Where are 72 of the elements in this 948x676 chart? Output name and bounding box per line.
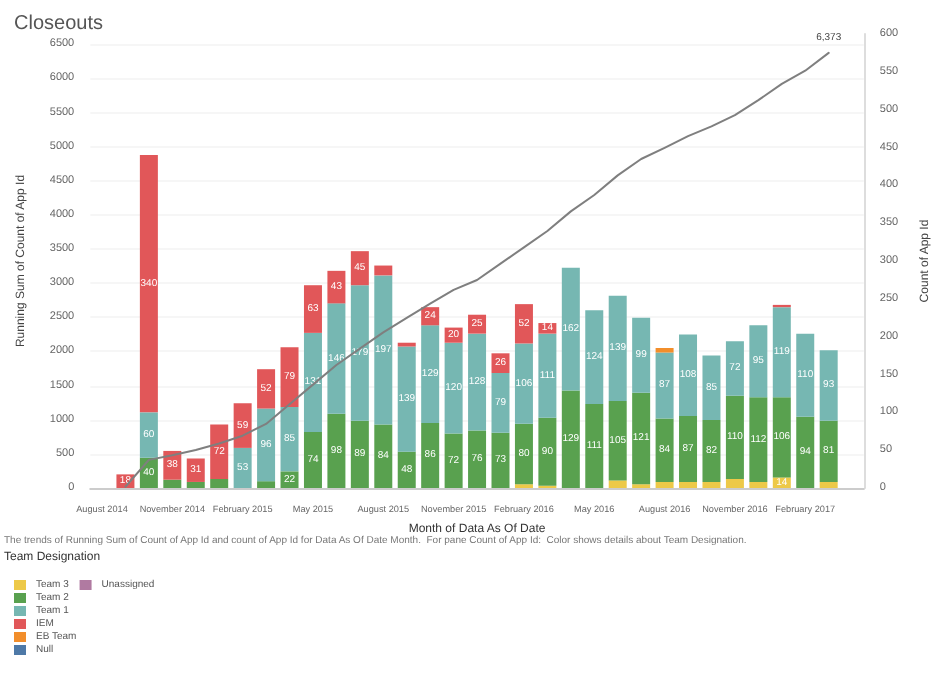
bar — [514, 423, 533, 485]
bar — [397, 346, 416, 452]
bar — [538, 333, 557, 418]
bar — [608, 295, 627, 401]
bar — [374, 424, 393, 488]
bar — [725, 478, 744, 488]
bar — [303, 285, 322, 333]
bar — [796, 333, 815, 417]
bar — [819, 420, 838, 482]
bar — [702, 419, 721, 482]
bar — [350, 420, 369, 488]
bar — [303, 332, 322, 433]
bar — [819, 350, 838, 421]
bar — [186, 458, 205, 482]
bar — [585, 310, 604, 405]
bar — [819, 481, 838, 488]
bar — [679, 481, 698, 488]
bar — [538, 417, 557, 486]
bar — [655, 418, 674, 482]
bar — [421, 325, 440, 423]
bar — [561, 390, 580, 488]
chart-title: Closeouts — [14, 13, 103, 35]
bar — [514, 304, 533, 344]
bar — [679, 334, 698, 417]
bar — [702, 355, 721, 420]
bar — [139, 412, 158, 458]
bar — [632, 317, 651, 393]
bar — [233, 447, 252, 488]
bar — [585, 404, 604, 488]
bar — [679, 416, 698, 482]
bar — [749, 325, 768, 398]
bar — [749, 481, 768, 488]
bar — [280, 407, 299, 472]
bar — [772, 307, 791, 398]
bar — [561, 267, 580, 391]
bar — [350, 285, 369, 421]
bar — [327, 303, 346, 414]
bar — [139, 155, 158, 413]
bar — [655, 481, 674, 488]
bar — [772, 397, 791, 478]
bar — [350, 251, 369, 286]
bar — [444, 342, 463, 434]
bar — [468, 430, 487, 488]
bar — [444, 433, 463, 488]
bar — [491, 432, 510, 488]
bar — [608, 400, 627, 481]
bar — [491, 372, 510, 433]
bar — [514, 343, 533, 424]
bar — [327, 413, 346, 488]
bar — [210, 478, 229, 488]
bar — [702, 481, 721, 488]
bar — [280, 347, 299, 408]
bar — [632, 392, 651, 485]
bar — [397, 451, 416, 488]
bar — [725, 395, 744, 479]
bar — [257, 369, 276, 409]
bar — [655, 352, 674, 419]
bar — [303, 432, 322, 488]
bar — [374, 265, 393, 276]
bar — [796, 416, 815, 488]
line-series — [124, 51, 830, 488]
bar — [749, 397, 768, 482]
bar — [257, 408, 276, 482]
bar — [421, 422, 440, 488]
bar — [468, 333, 487, 431]
bar — [186, 481, 205, 488]
bar — [374, 275, 393, 425]
bar — [725, 341, 744, 396]
bar — [163, 479, 182, 488]
bar — [257, 481, 276, 488]
bar — [210, 424, 229, 479]
bar — [608, 480, 627, 488]
